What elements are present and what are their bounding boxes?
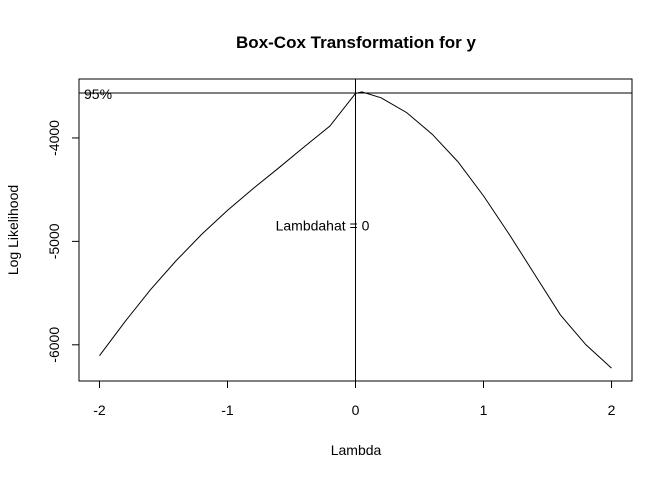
y-tick-label: -4000 <box>46 120 62 156</box>
x-tick-label: 1 <box>480 402 488 418</box>
y-tick-label: -5000 <box>46 223 62 259</box>
x-tick-label: 2 <box>608 402 616 418</box>
log-likelihood-curve <box>99 91 612 369</box>
x-tick-label: 0 <box>352 402 360 418</box>
y-axis: -6000 -5000 -4000 <box>46 120 80 363</box>
ci-95-label: 95% <box>84 86 112 102</box>
x-axis-label: Lambda <box>331 442 382 458</box>
x-axis: -2 -1 0 1 2 <box>93 380 616 418</box>
y-tick-label: -6000 <box>46 327 62 363</box>
lambda-hat-annotation: Lambdahat = 0 <box>276 217 370 233</box>
x-tick-label: -2 <box>93 402 106 418</box>
x-tick-label: -1 <box>221 402 234 418</box>
chart-title: Box-Cox Transformation for y <box>236 33 476 52</box>
y-axis-label: Log Likelihood <box>5 185 21 275</box>
